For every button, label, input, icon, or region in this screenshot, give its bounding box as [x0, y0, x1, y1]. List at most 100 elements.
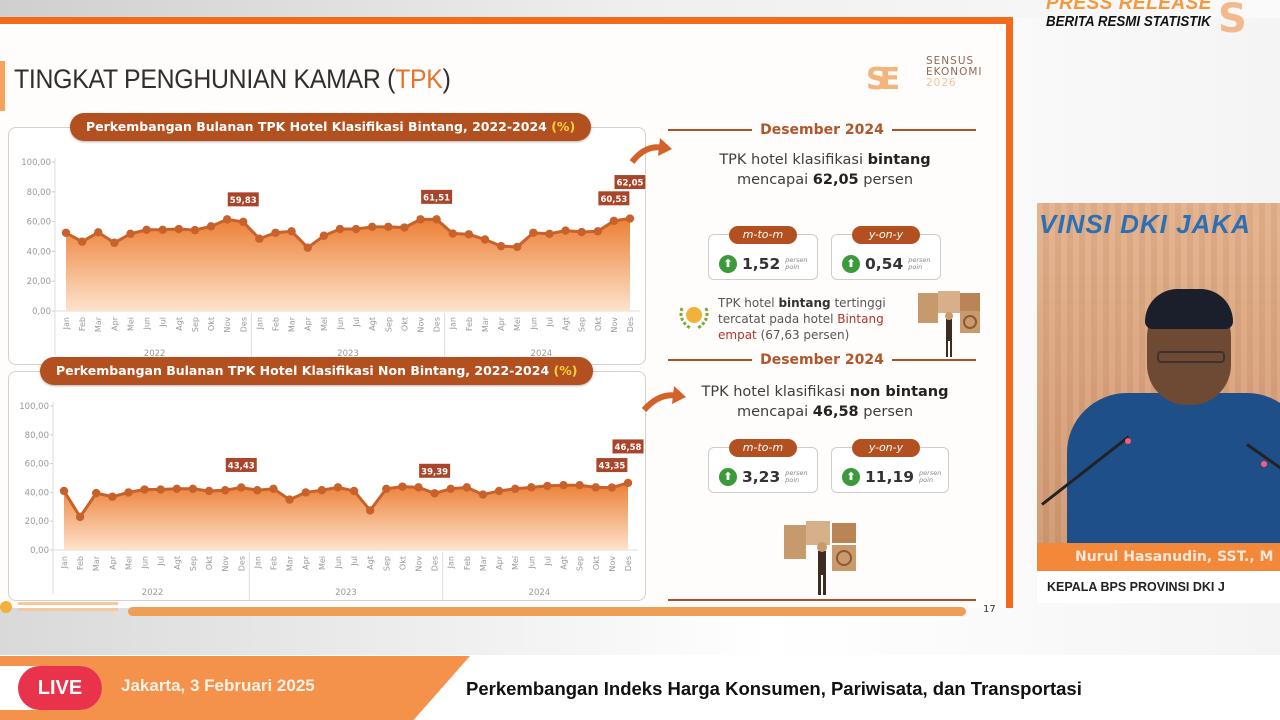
data-point — [367, 222, 377, 232]
x-tick-label: Jan — [255, 317, 264, 330]
unit-line: persen — [785, 256, 808, 264]
data-point — [335, 224, 345, 234]
data-point — [239, 217, 248, 227]
chart-non-bintang-box: 0,00 20,00 40,00 60,00 80,00 100,00 Jan Feb Mar A… — [8, 371, 646, 601]
data-point — [77, 237, 87, 246]
stat-value: 11,19 — [865, 468, 915, 486]
arrow-right-icon — [629, 138, 672, 164]
x-tick-label: Nov — [221, 556, 230, 572]
data-point — [271, 228, 280, 237]
x-tick-label: Des — [626, 317, 635, 332]
data-point — [464, 230, 474, 239]
data-point — [607, 483, 617, 492]
presentation-slide: TINGKAT PENGHUNIAN KAMAR (TPK) SE SENSUS… — [0, 17, 1013, 616]
arrow-up-icon: ⬆ — [842, 468, 860, 486]
x-tick-label: Jun — [143, 317, 152, 331]
data-point — [591, 483, 600, 492]
note-text: tertinggi tercatat pada hotel — [718, 296, 886, 326]
x-tick-label: Mar — [286, 555, 295, 571]
x-tick-label: Okt — [592, 556, 601, 570]
x-tick-label: Nov — [608, 556, 617, 572]
sensus-logo-text: SENSUS EKONOMI 2026 — [926, 56, 983, 89]
data-point — [496, 241, 506, 251]
summary-text: mencapai — [736, 404, 813, 420]
data-point — [575, 481, 584, 490]
data-point — [75, 512, 85, 522]
x-tick-label: Apr — [497, 316, 506, 331]
data-point — [446, 484, 455, 493]
data-point — [204, 486, 214, 496]
x-tick-label: Mei — [511, 556, 520, 570]
y-tick-label: 0,00 — [32, 307, 51, 317]
data-point — [108, 492, 117, 501]
x-tick-label: Mar — [92, 555, 101, 571]
title-accent-text: TPK — [395, 64, 443, 94]
y-tick-label: 100,00 — [19, 402, 49, 412]
x-tick-label: Jul — [543, 556, 552, 567]
x-tick-label: Mar — [288, 316, 297, 332]
panel-bintang-period: Desember 2024 — [668, 120, 977, 140]
x-tick-label: Sep — [189, 556, 198, 571]
x-tick-label: Feb — [465, 317, 474, 331]
speaker-video-feed: VINSI DKI JAKA — [1037, 203, 1280, 543]
speaker-body — [1067, 393, 1280, 543]
x-tick-label: Mei — [124, 556, 133, 570]
data-label: 39,39 — [421, 467, 448, 477]
logo-line1: SENSUS — [926, 55, 975, 67]
x-tick-label: Jan — [62, 317, 71, 330]
x-tick-label: Feb — [76, 556, 85, 570]
data-point — [478, 490, 488, 499]
x-tick-label: Sep — [576, 556, 585, 571]
data-point — [269, 484, 278, 493]
data-point — [349, 486, 359, 496]
chart-bintang-box: 0,00 20,00 40,00 60,00 80,00 100,00 Jan Feb Mar A… — [8, 127, 647, 365]
data-point — [222, 215, 232, 224]
summary-text: persen — [858, 172, 914, 188]
chart-non-bintang-title: Perkembangan Bulanan TPK Hotel Klasifika… — [40, 357, 594, 385]
data-point — [462, 483, 472, 492]
stat-unit: persen poin — [908, 257, 930, 271]
arrow-up-icon: ⬆ — [719, 468, 737, 486]
data-point — [593, 227, 602, 236]
y-tick-label: 60,00 — [25, 460, 49, 470]
y-tick-label: 60,00 — [27, 218, 51, 228]
data-point — [124, 488, 133, 497]
data-point — [285, 495, 294, 504]
x-group-label: 2024 — [529, 588, 551, 598]
stat-label: m-to-m — [729, 439, 797, 457]
speaker-name: Nurul Hasanudin, SST., M — [1037, 543, 1280, 571]
x-tick-label: Nov — [417, 317, 426, 333]
x-tick-label: Agt — [175, 317, 184, 331]
y-tick-label: 20,00 — [25, 517, 49, 527]
note-text: TPK hotel — [718, 296, 779, 310]
speaker-glasses — [1157, 351, 1225, 363]
data-label: 46,58 — [615, 443, 642, 453]
stat-unit: persen poin — [919, 470, 941, 484]
bps-logo-icon — [0, 601, 12, 613]
x-tick-label: Mei — [126, 317, 135, 331]
stat-card-mtom: m-to-m ⬆ 3,23 persen poin — [708, 439, 818, 493]
data-point — [301, 488, 310, 497]
data-point — [110, 238, 119, 247]
sensus-ekonomi-logo: SE SENSUS EKONOMI 2026 — [866, 54, 986, 104]
summary-text: TPK hotel klasifikasi — [719, 152, 868, 168]
x-tick-label: Feb — [271, 317, 280, 331]
x-tick-label: Agt — [366, 556, 375, 570]
data-point — [156, 485, 165, 494]
summary-value: 62,05 — [812, 172, 859, 188]
stat-card-mtom: m-to-m ⬆ 1,52 persen poin — [708, 226, 818, 280]
stat-unit: persen poin — [785, 470, 807, 484]
chart-bintang-title: Perkembangan Bulanan TPK Hotel Klasifika… — [70, 113, 592, 141]
x-tick-label: Sep — [382, 556, 391, 571]
data-point — [94, 228, 103, 237]
arrow-right-icon — [641, 386, 686, 413]
logo-line3: 2026 — [926, 77, 957, 89]
data-point — [61, 228, 71, 237]
x-tick-label: Nov — [223, 317, 232, 333]
y-tick-label: 100,00 — [21, 158, 51, 168]
presenter-charts-illustration — [784, 521, 856, 595]
panel-non-bintang-summary: TPK hotel klasifikasi non bintang mencap… — [680, 382, 970, 422]
x-tick-label: Mei — [513, 317, 522, 331]
bps-footer-text — [18, 602, 118, 605]
logo-line2: EKONOMI — [926, 66, 983, 78]
